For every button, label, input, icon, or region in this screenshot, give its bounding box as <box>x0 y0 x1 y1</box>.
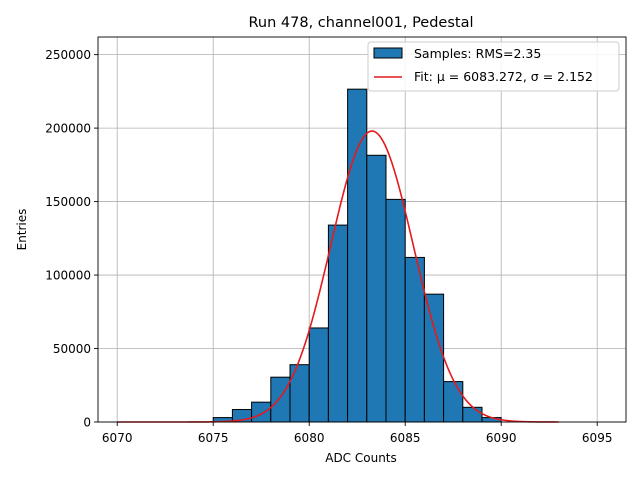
bars-layer <box>212 88 502 423</box>
legend-box <box>367 41 620 92</box>
histogram-bar <box>462 406 483 423</box>
y-axis-label: Entries <box>15 209 29 251</box>
legend: Samples: RMS=2.35 Fit: μ = 6083.272, σ =… <box>367 41 620 92</box>
y-tick-label: 50000 <box>53 342 91 356</box>
y-tick-label: 250000 <box>45 48 91 62</box>
histogram-bar <box>423 293 445 423</box>
y-tick-label: 150000 <box>45 195 91 209</box>
histogram-bar <box>270 376 291 423</box>
plot-frame <box>97 36 627 423</box>
x-axis-label: ADC Counts <box>325 451 397 465</box>
histogram-bar <box>289 364 310 423</box>
x-tick-label: 6085 <box>390 431 421 445</box>
histogram-bar <box>308 327 329 423</box>
histogram-bar <box>443 381 464 423</box>
histogram-bar <box>366 154 387 423</box>
chart-title: Run 478, channel001, Pedestal <box>248 15 473 31</box>
x-tick-label: 6075 <box>198 431 229 445</box>
histogram-bar <box>347 88 368 423</box>
x-axis-ticks: 6070 6075 6080 6085 6090 6095 <box>102 422 613 445</box>
histogram-bar <box>327 224 349 423</box>
x-tick-label: 6070 <box>102 431 133 445</box>
y-tick-label: 0 <box>83 416 91 430</box>
x-tick-label: 6090 <box>486 431 517 445</box>
y-tick-label: 200000 <box>45 122 91 136</box>
histogram-bar <box>251 401 272 423</box>
x-tick-label: 6095 <box>582 431 613 445</box>
legend-samples-swatch <box>373 47 403 59</box>
x-tick-label: 6080 <box>294 431 325 445</box>
legend-samples-label: Samples: RMS=2.35 <box>414 46 541 61</box>
y-tick-label: 100000 <box>45 269 91 283</box>
histogram-bar <box>385 198 406 423</box>
y-axis-ticks: 0 50000 100000 150000 200000 250000 <box>45 48 98 430</box>
legend-fit-label: Fit: μ = 6083.272, σ = 2.152 <box>414 69 593 84</box>
